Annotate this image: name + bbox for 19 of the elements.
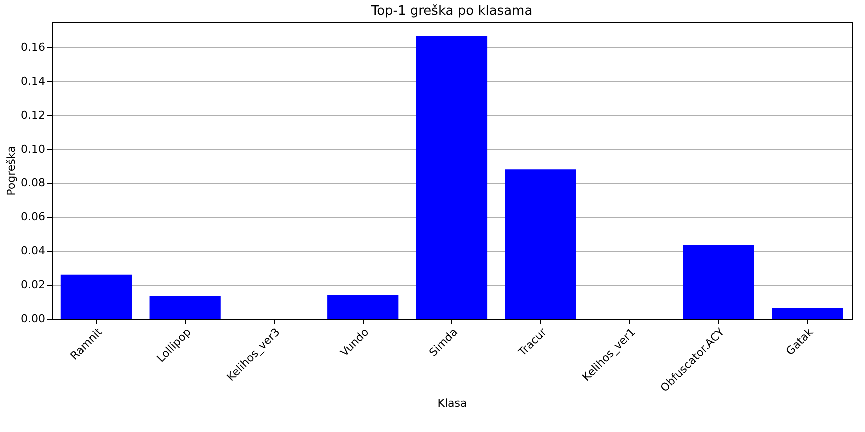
y-tick-label: 0.08 (21, 176, 46, 190)
y-tick-label: 0.12 (21, 108, 46, 122)
bar (60, 274, 132, 319)
y-tick-label: 0.02 (21, 278, 46, 292)
y-tick-label: 0.10 (21, 142, 46, 156)
y-tick-label: 0.06 (21, 210, 46, 224)
y-tick-label: 0.00 (21, 312, 46, 326)
chart-title: Top-1 greška po klasama (370, 4, 533, 19)
bar (328, 295, 399, 319)
bar (416, 36, 488, 319)
bar (505, 170, 576, 319)
y-tick-label: 0.14 (21, 74, 46, 88)
y-tick-label: 0.04 (21, 244, 46, 258)
y-axis-title: Pogreška (5, 146, 18, 196)
y-tick-label: 0.16 (21, 40, 46, 54)
x-axis-title: Klasa (438, 397, 468, 410)
bar (683, 245, 754, 319)
bar (150, 296, 221, 319)
bar (772, 308, 844, 319)
